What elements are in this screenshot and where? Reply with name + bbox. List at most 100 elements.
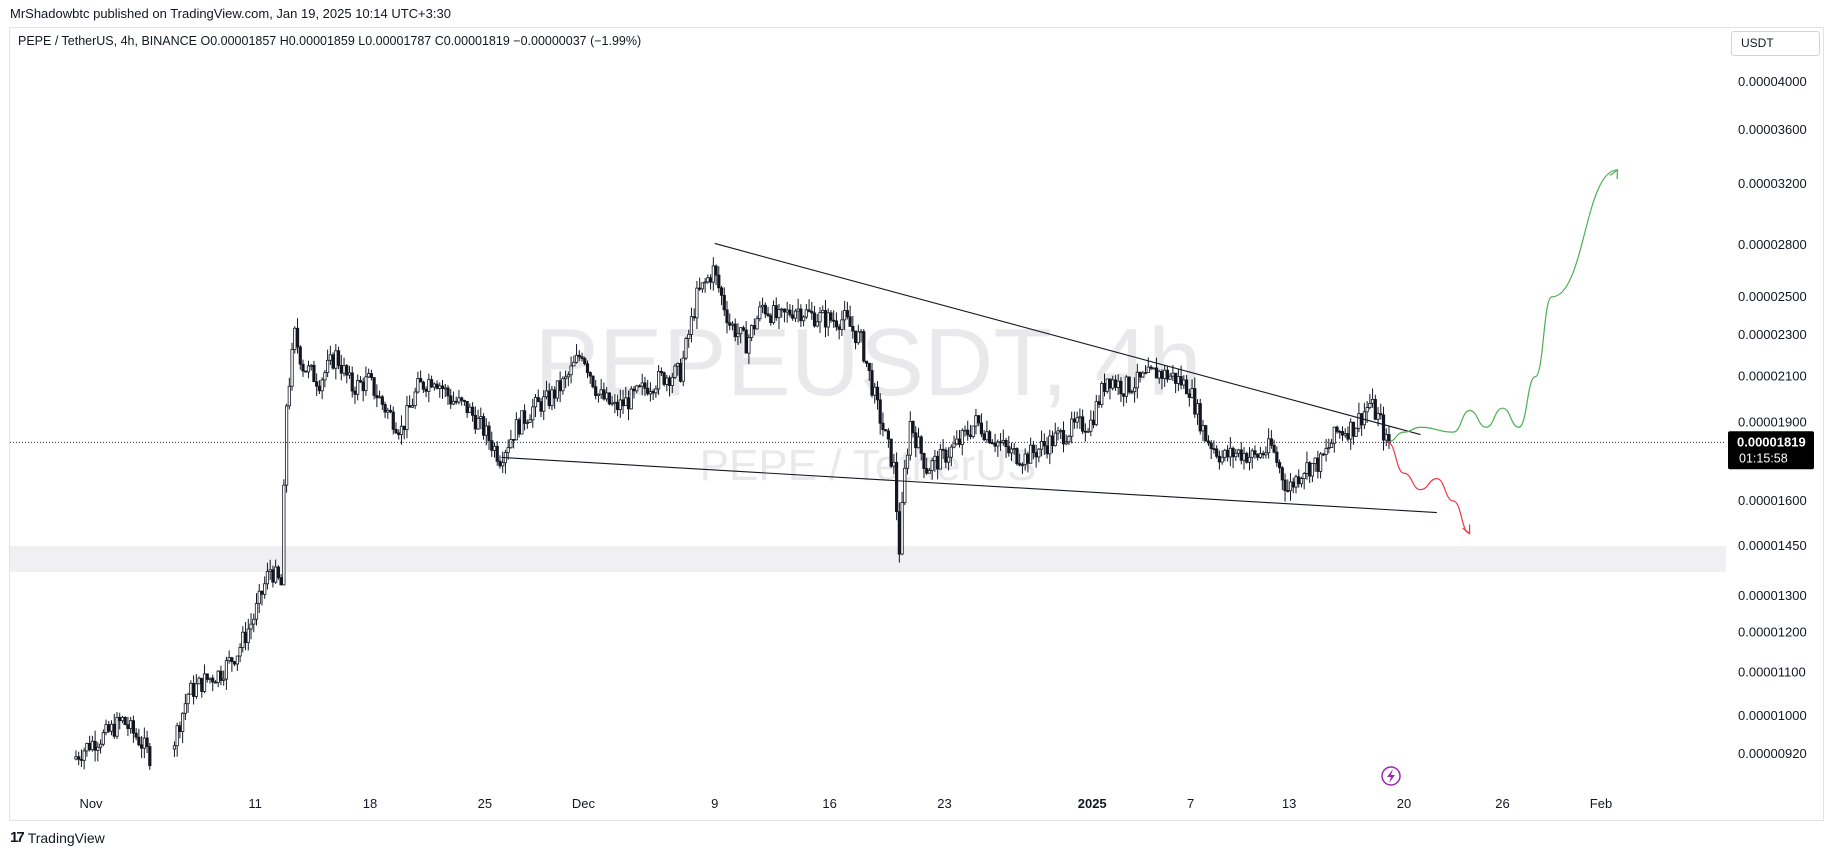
candle [326,349,330,378]
candle [799,304,803,328]
candle [227,650,231,664]
candle [353,386,357,404]
candle [982,430,986,442]
candle [1217,450,1221,470]
candle [104,719,108,736]
candle [946,447,951,471]
candle [1127,376,1131,395]
candle [897,502,901,563]
candle [736,323,740,346]
candle [870,363,874,398]
candle [1294,474,1298,494]
candle [1302,472,1306,490]
candle [1362,402,1366,429]
candle [473,406,477,434]
candle [460,396,464,406]
candle [763,302,767,319]
candle [635,384,639,394]
candle [788,304,792,318]
candle [1143,365,1148,375]
candle [369,369,373,381]
candle [1198,398,1202,435]
candle [252,613,256,633]
candle [509,429,513,449]
publish-info: MrShadowbtc published on TradingView.com… [10,6,451,21]
candle [1247,447,1252,471]
candle [654,385,658,398]
y-tick-label: 0.00001900 [1738,414,1807,429]
candle [815,314,819,328]
candle [347,365,352,379]
candle [594,380,598,400]
candle [246,618,250,651]
candle [1037,447,1041,463]
candle [889,438,893,469]
candle [372,377,376,400]
currency-selector[interactable]: USDT [1731,31,1820,56]
candle [512,439,516,449]
candle [1061,421,1066,453]
candle [131,715,136,743]
candle [531,398,535,428]
candle [755,315,759,330]
candle [98,739,103,754]
candle [301,359,305,377]
bullish-projection-arrowhead [1609,168,1619,179]
candle [766,306,770,318]
candle [1351,421,1356,445]
candle [367,368,371,378]
candle [238,643,242,663]
candle [698,277,702,291]
candle [583,356,587,366]
tradingview-logo[interactable]: 17 TradingView [10,829,105,846]
candle [306,360,311,379]
candle [479,407,483,430]
x-tick-label: Dec [572,796,596,811]
candle [1370,388,1375,408]
candle [295,318,300,354]
candle [646,379,650,396]
candle [342,357,346,377]
lightning-icon[interactable] [1381,766,1401,786]
candle [1094,394,1098,427]
candle [520,410,524,435]
candle [979,413,984,438]
candle [120,715,125,724]
upper-trendline[interactable] [714,242,1421,436]
candle [331,352,335,370]
candle [112,713,116,739]
bearish-projection[interactable] [1387,441,1470,535]
candle [309,364,313,371]
candle [517,417,521,438]
candle [222,670,226,686]
candle [424,386,428,398]
candle [123,716,127,726]
candle [747,334,751,365]
candle [944,447,948,469]
y-tick-label: 0.00002100 [1738,369,1807,384]
candle [476,409,480,430]
candle [249,613,253,640]
candle [1029,437,1033,464]
candle [79,749,84,768]
candle [350,366,354,398]
candle [1119,377,1123,403]
candle [380,394,384,410]
candle [711,257,715,291]
candle [985,420,989,443]
bullish-projection[interactable] [1387,169,1618,443]
y-tick-label: 0.00001600 [1738,493,1807,508]
candle [1340,426,1345,441]
candle [134,728,138,741]
candle [900,491,904,556]
y-tick-label: 0.00000920 [1738,746,1807,761]
candle [864,360,869,368]
candle [336,346,341,370]
candle [85,742,89,757]
lower-trendline[interactable] [501,456,1437,514]
candle [1321,452,1325,457]
last-price-tag: 0.00001819 01:15:58 [1728,431,1814,470]
candle [1384,428,1388,447]
candle [1042,433,1046,456]
